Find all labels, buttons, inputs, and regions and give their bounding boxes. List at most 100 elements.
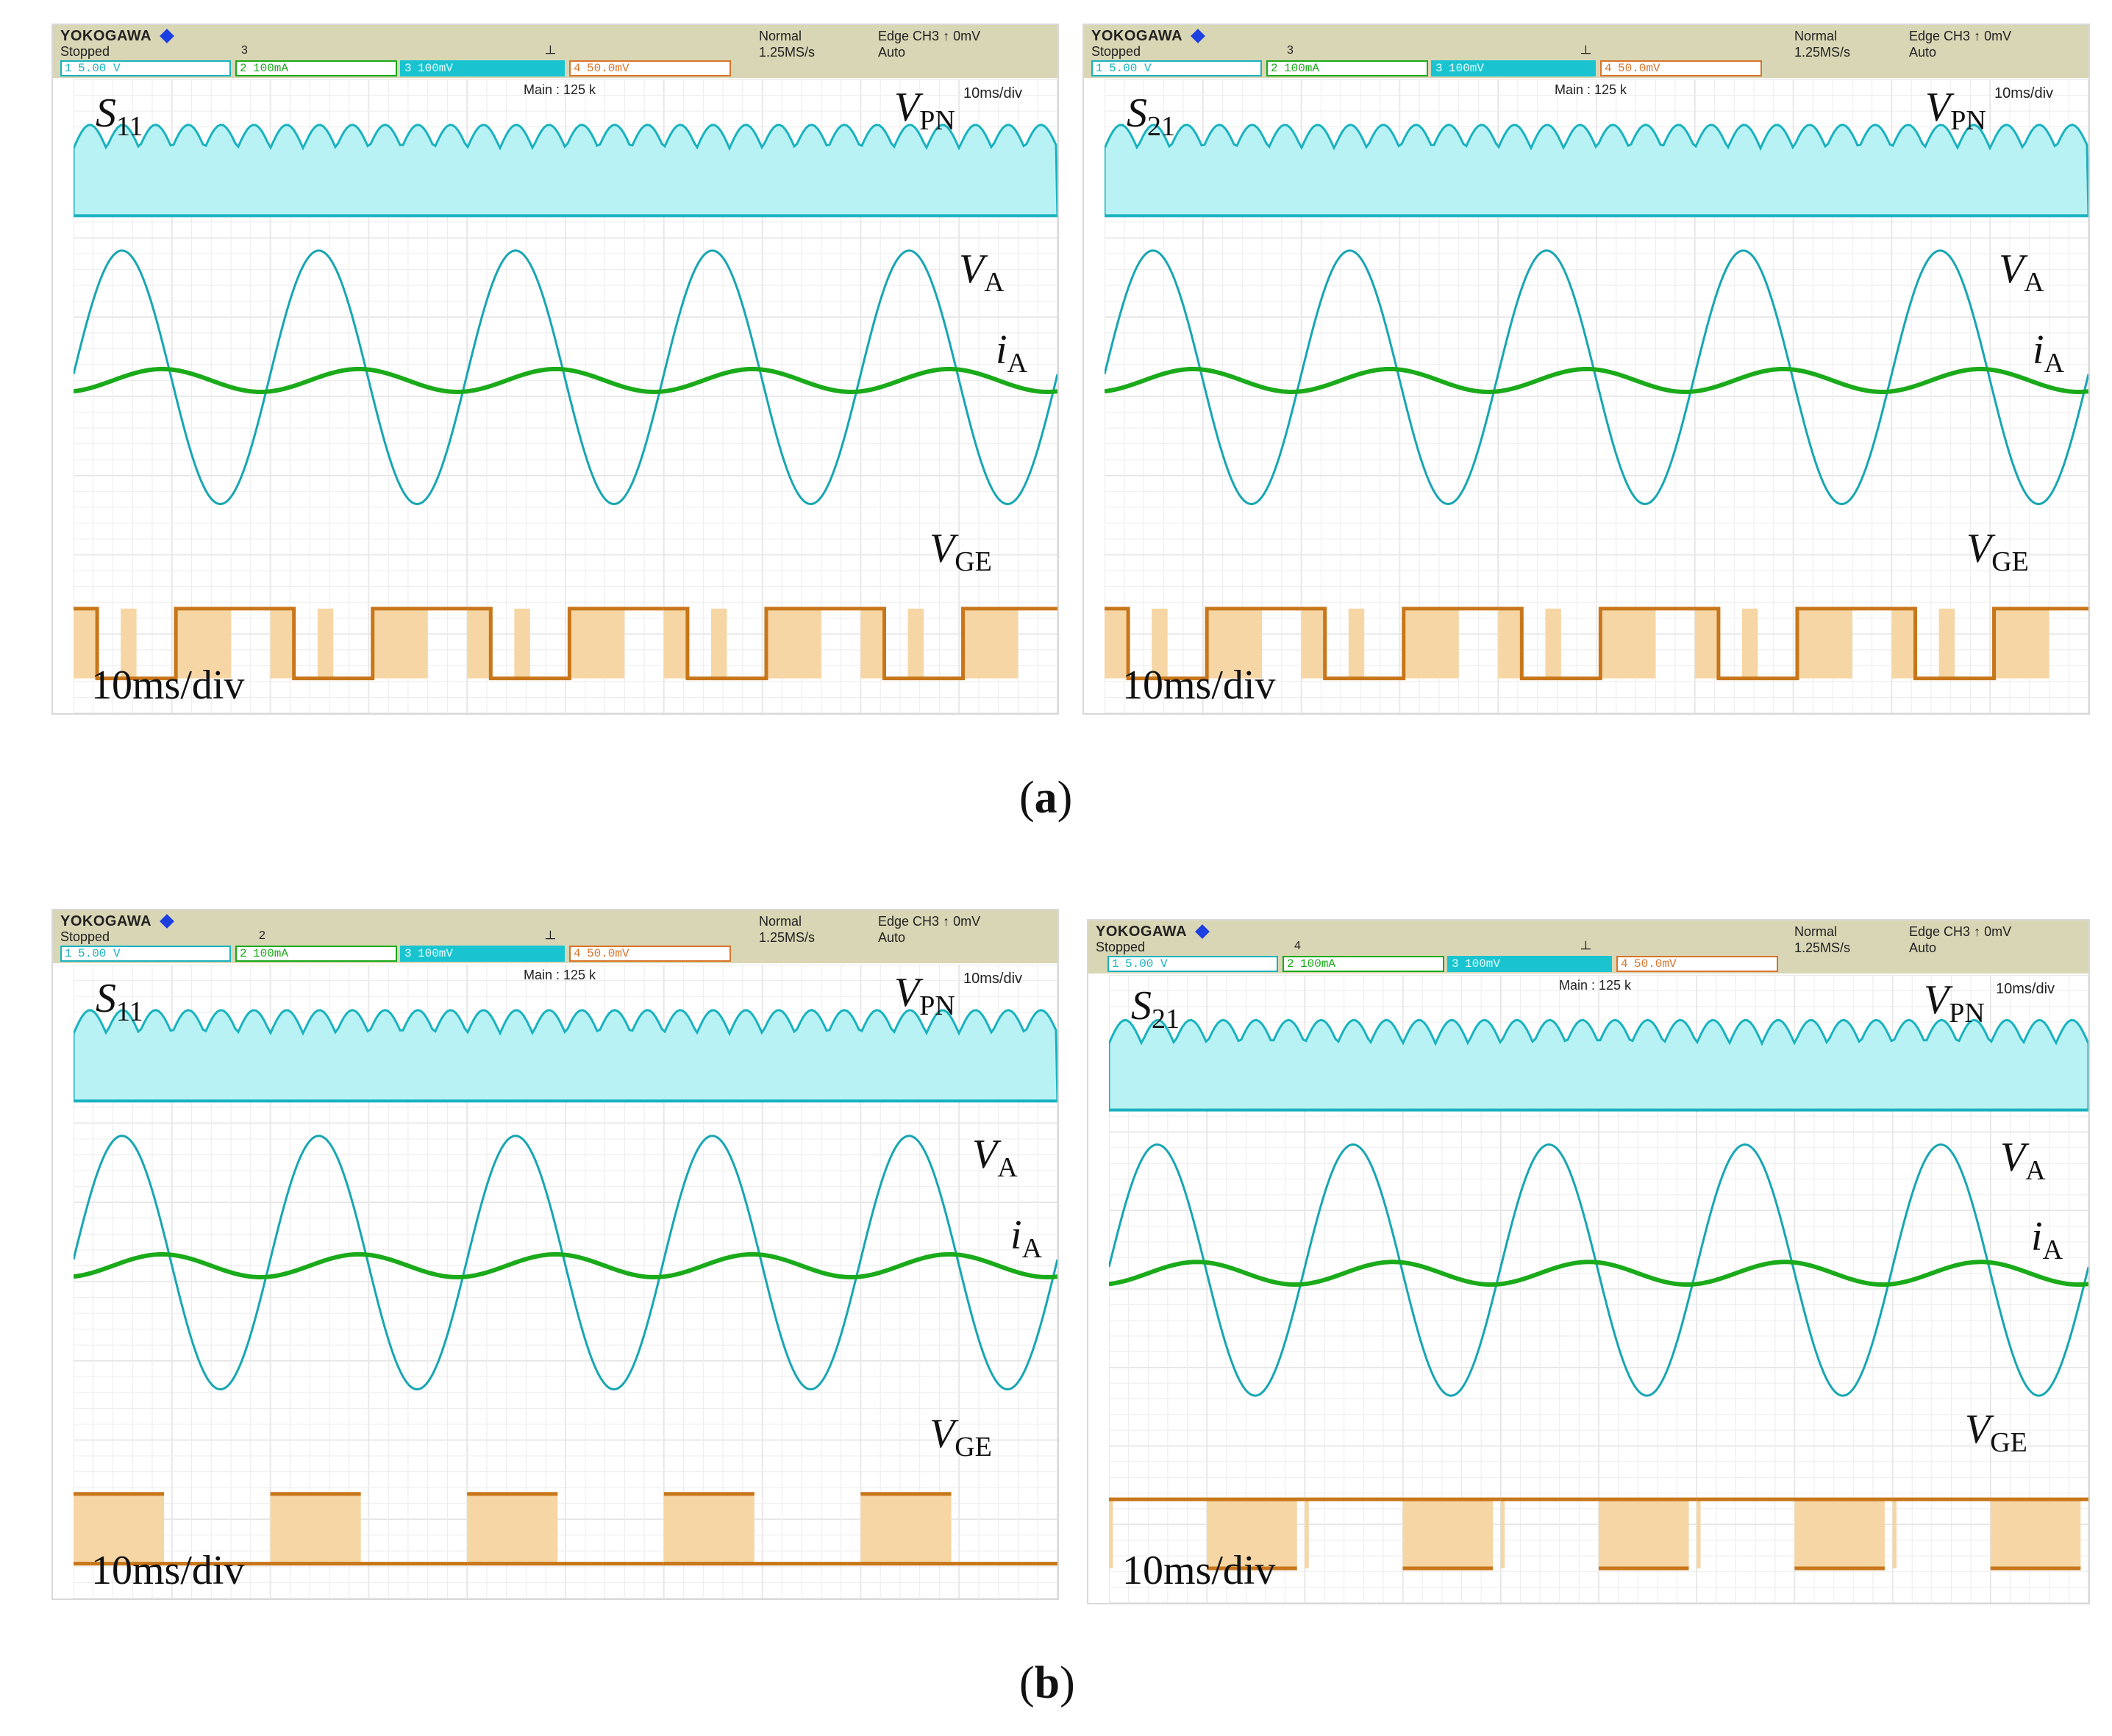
trigger-position-icon: ┴ [546, 46, 555, 60]
ch1-chip[interactable]: 1 5.00 V [1091, 60, 1262, 76]
vge-edge [74, 607, 271, 681]
vge-pulse-fill [1207, 608, 1263, 679]
trigger-slope-icon: ↑ [943, 914, 950, 929]
ch2-chip[interactable]: 2 100mA [1282, 956, 1444, 972]
vge-pulse-fill [1892, 1499, 1897, 1569]
ia-trace [1109, 1260, 2088, 1287]
vge-pulse-fill [1500, 1499, 1505, 1569]
va-trace [74, 249, 1057, 506]
ch1-chip[interactable]: 1 5.00 V [1107, 956, 1278, 972]
time-div-readout: 10ms/div [1994, 85, 2054, 101]
trigger-block: Edge CH3 ↑ 0mV Auto [878, 28, 980, 60]
scope-screen-s11-a: YOKOGAWA Stopped 3 ┴ Normal 1.25MS/s Edg… [51, 24, 1059, 715]
vge-pulse-fill [1152, 608, 1168, 679]
sample-rate: 1.25MS/s [1794, 940, 1851, 955]
vge-label: VGE [930, 526, 992, 577]
switch-label: S11 [96, 976, 143, 1027]
vpn-label: VPN [894, 85, 955, 136]
va-label: VA [2000, 1135, 2046, 1186]
scope-screen-s21-b: YOKOGAWA Stopped 4 ┴ Normal 1.25MS/s Edg… [1087, 919, 2090, 1604]
vge-edge [1105, 607, 1302, 681]
vge-pulse-fill [1105, 608, 1129, 679]
record-count: 3 [241, 44, 248, 57]
ch2-chip[interactable]: 2 100mA [235, 946, 397, 962]
vge-pulse-fill [1545, 608, 1561, 679]
vpn-label: VPN [894, 970, 955, 1021]
acq-mode-block: Normal 1.25MS/s [1794, 924, 1850, 956]
vge-edge [663, 607, 861, 681]
vge-pulse-fill [1794, 1499, 1885, 1569]
trigger-level: 0mV [1984, 29, 2012, 43]
ch3-chip[interactable]: 3 100mV [400, 60, 565, 76]
scope-header: YOKOGAWA Stopped 2 ┴ Normal 1.25MS/s Edg… [53, 910, 1057, 963]
vge-pulse-fill [1697, 1499, 1701, 1569]
vpn-trace [74, 124, 1057, 217]
vpn-trace [1105, 124, 2088, 217]
vge-pulse-fill [663, 608, 688, 679]
time-div-label: 10ms/div [91, 662, 245, 708]
vge-pulse-fill [663, 1493, 754, 1564]
ch2-chip[interactable]: 2 100mA [235, 60, 397, 76]
vge-pulse-fill [860, 1493, 952, 1564]
vge-edge [1694, 607, 1892, 681]
vge-pulse-fill [1797, 608, 1852, 679]
ch1-chip[interactable]: 1 5.00 V [60, 946, 231, 962]
ia-label: iA [1010, 1212, 1043, 1264]
ch4-chip[interactable]: 4 50.0mV [569, 60, 731, 76]
main-record-info: Main : 125 k [1559, 978, 1632, 993]
vge-trace [1105, 607, 2088, 681]
acq-status: Stopped [1096, 940, 1146, 954]
ia-label: iA [2031, 1214, 2063, 1265]
vge-pulse-fill [74, 608, 98, 679]
vge-pulse-fill [1207, 1499, 1297, 1569]
ch4-chip[interactable]: 4 50.0mV [1616, 956, 1778, 972]
ch3-chip[interactable]: 3 100mV [1447, 956, 1612, 972]
trigger-mode: Auto [1909, 45, 1937, 60]
vge-pulse-fill [569, 608, 625, 679]
acq-mode-block: Normal 1.25MS/s [1794, 28, 1850, 60]
acq-mode: Normal [759, 29, 802, 43]
scope-header: YOKOGAWA Stopped 3 ┴ Normal 1.25MS/s Edg… [1084, 25, 2088, 78]
trigger-level: 0mV [953, 914, 981, 929]
brand-logo: YOKOGAWA [1096, 924, 1188, 940]
vge-pulse-fill [1990, 1499, 2081, 1569]
main-record-info: Main : 125 k [1555, 82, 1627, 97]
ch3-chip[interactable]: 3 100mV [400, 946, 565, 962]
scope-screen-s21-a: YOKOGAWA Stopped 3 ┴ Normal 1.25MS/s Edg… [1082, 24, 2090, 715]
va-trace [1105, 249, 2088, 506]
vge-pulse-fill [1498, 608, 1522, 679]
brand-diamond-icon [1191, 29, 1205, 43]
scope-header: YOKOGAWA Stopped 3 ┴ Normal 1.25MS/s Edg… [53, 25, 1057, 78]
ch3-chip[interactable]: 3 100mV [1431, 60, 1596, 76]
ia-trace [74, 366, 1057, 394]
time-div-label: 10ms/div [1122, 1548, 1276, 1593]
acq-mode: Normal [1794, 29, 1838, 43]
vge-pulse-fill [1305, 1499, 1309, 1569]
record-count: 4 [1294, 940, 1301, 952]
vge-pulse-fill [372, 608, 428, 679]
ch4-chip[interactable]: 4 50.0mV [569, 946, 731, 962]
time-div-readout: 10ms/div [1996, 981, 2055, 997]
vge-pulse-fill [711, 608, 727, 679]
acq-mode-block: Normal 1.25MS/s [759, 913, 815, 946]
ch2-chip[interactable]: 2 100mA [1266, 60, 1428, 76]
vge-pulse-fill [1938, 608, 1955, 679]
ch4-chip[interactable]: 4 50.0mV [1600, 60, 1762, 76]
vge-pulse-fill [1694, 608, 1719, 679]
ia-trace [74, 1251, 1057, 1279]
vge-pulse-fill [1403, 608, 1459, 679]
brand-logo: YOKOGAWA [60, 913, 152, 929]
vge-pulse-fill [317, 608, 334, 679]
trigger-type: Edge CH3 [878, 914, 940, 929]
ch1-chip[interactable]: 1 5.00 V [60, 60, 231, 76]
vge-pulse-fill [1599, 1499, 1689, 1569]
trigger-block: Edge CH3 ↑ 0mV Auto [1909, 924, 2011, 956]
trigger-slope-icon: ↑ [1974, 924, 1981, 939]
vge-edge [1498, 607, 1695, 681]
acq-status: Stopped [1091, 44, 1141, 59]
vge-pulse-fill [121, 608, 137, 679]
brand-diamond-icon [1195, 924, 1210, 939]
trigger-mode: Auto [878, 930, 906, 945]
ia-label: iA [996, 327, 1028, 379]
vge-pulse-fill [1348, 608, 1365, 679]
